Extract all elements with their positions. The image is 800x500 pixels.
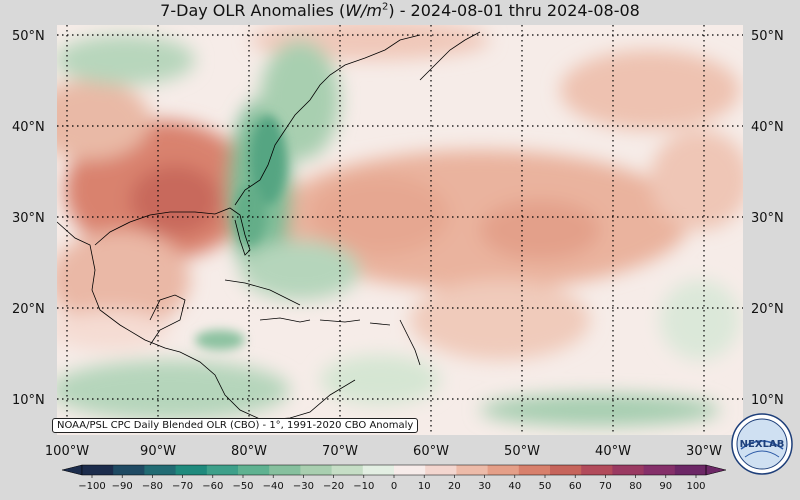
colorbar-arrow-low (61, 464, 83, 476)
colorbar-segment (643, 465, 676, 475)
colorbar-tick-label: 70 (599, 481, 612, 492)
colorbar-tick-label: 40 (508, 481, 521, 492)
colorbar-tick-label: 10 (418, 481, 431, 492)
lat-label: 40°N (751, 120, 784, 135)
lon-label: 100°W (45, 444, 89, 459)
colorbar-tick-label: −100 (78, 481, 105, 492)
lat-label: 20°N (12, 302, 45, 317)
colorbar-tick-label: 0 (391, 481, 397, 492)
colorbar-segment (394, 465, 426, 475)
colorbar-segment (362, 465, 395, 475)
colorbar-segment (300, 465, 333, 475)
map-title: 7-Day OLR Anomalies (W/m2) - 2024-08-01 … (160, 1, 640, 20)
colorbar-tick-label: 100 (686, 481, 705, 492)
lon-label: 90°W (140, 444, 176, 459)
colorbar-segment (674, 465, 707, 475)
colorbar-segment (175, 465, 208, 475)
colorbar-segment (269, 465, 301, 475)
lat-label: 20°N (751, 302, 784, 317)
lon-label: 30°W (686, 444, 722, 459)
lat-label: 30°N (12, 211, 45, 226)
colorbar-tick-label: −80 (142, 481, 163, 492)
lat-label: 10°N (12, 393, 45, 408)
colorbar-segment (425, 465, 457, 475)
colorbar: −100 −90 −80 −70 −60 −50 −40 −30 −20 −10 0 10 20 30 40… (61, 464, 727, 492)
data-source-credit: NOAA/PSL CPC Daily Blended OLR (CBO) - 1… (52, 418, 419, 433)
colorbar-tick-label: −70 (172, 481, 193, 492)
colorbar-tick-label: −50 (232, 481, 253, 492)
lon-label: 40°W (595, 444, 631, 459)
colorbar-segment (487, 465, 520, 475)
lat-label: 40°N (12, 120, 45, 135)
colorbar-tick-label: −30 (293, 481, 314, 492)
colorbar-segment (331, 465, 364, 475)
colorbar-segment (206, 465, 239, 475)
lat-label: 30°N (751, 211, 784, 226)
lon-label: 60°W (413, 444, 449, 459)
colorbar-tick-label: 20 (448, 481, 461, 492)
colorbar-tick-label: −10 (353, 481, 374, 492)
colorbar-tick-label: −20 (323, 481, 344, 492)
colorbar-tick-label: 50 (539, 481, 552, 492)
lon-labels: 100°W 90°W 80°W 70°W 60°W 50°W 40°W 30°W (45, 444, 722, 459)
lat-labels-right: 50°N 40°N 30°N 20°N 10°N (751, 29, 784, 408)
nexlab-logo: NEXLAB (731, 413, 793, 475)
colorbar-arrow-high (705, 464, 727, 476)
lon-label: 50°W (504, 444, 540, 459)
colorbar-tick-label: −60 (202, 481, 223, 492)
colorbar-segment (456, 465, 489, 475)
anomaly-field (57, 25, 743, 435)
lon-label: 80°W (231, 444, 267, 459)
logo-text: NEXLAB (740, 439, 785, 450)
colorbar-segment (518, 465, 551, 475)
lat-label: 50°N (12, 29, 45, 44)
colorbar-tick-label: 60 (569, 481, 582, 492)
colorbar-tick-label: 30 (478, 481, 491, 492)
colorbar-segment (238, 465, 270, 475)
colorbar-tick-label: 80 (629, 481, 642, 492)
colorbar-tick-label: −90 (112, 481, 133, 492)
colorbar-segment (144, 465, 177, 475)
graticule (57, 25, 743, 435)
colorbar-segment (550, 465, 582, 475)
lat-labels-left: 50°N 40°N 30°N 20°N 10°N (12, 29, 45, 408)
colorbar-tick-label: −40 (263, 481, 284, 492)
lat-label: 50°N (751, 29, 784, 44)
colorbar-segment (612, 465, 645, 475)
colorbar-segment (82, 465, 114, 475)
colorbar-tick-label: 90 (659, 481, 672, 492)
lat-label: 10°N (751, 393, 784, 408)
lon-label: 70°W (322, 444, 358, 459)
colorbar-segment (113, 465, 145, 475)
colorbar-segment (581, 465, 613, 475)
